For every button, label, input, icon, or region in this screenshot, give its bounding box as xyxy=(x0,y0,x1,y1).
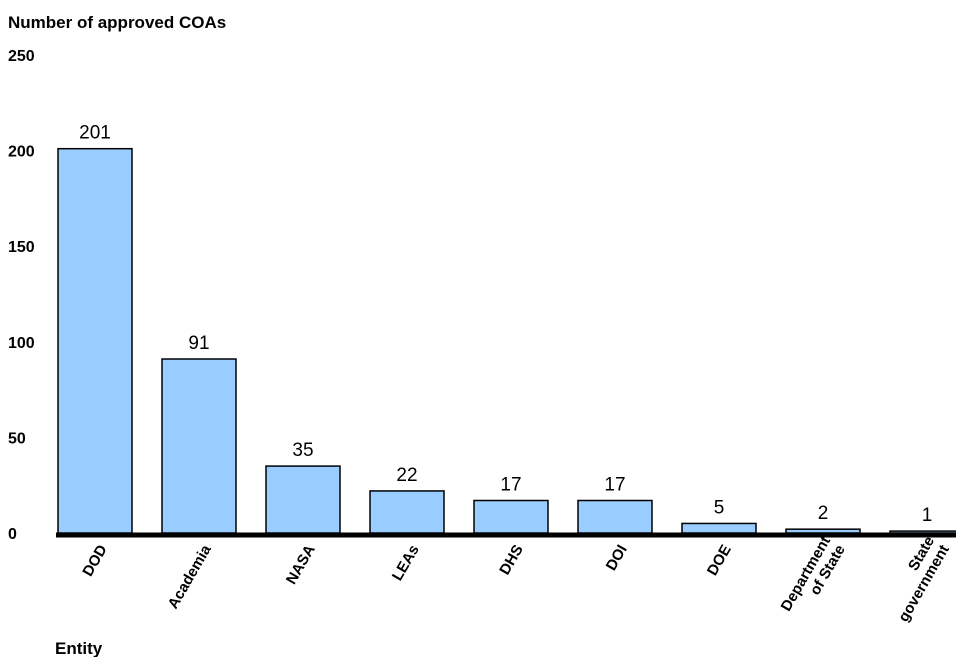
data-label: 1 xyxy=(922,505,933,526)
x-tick-label: Stategovernment xyxy=(880,534,952,625)
value-labels: 201 91 35 22 17 17 5 2 1 xyxy=(79,123,932,526)
x-tick-label: DHS xyxy=(496,542,527,578)
y-axis-title: Number of approved COAs xyxy=(8,13,226,32)
data-label: 201 xyxy=(79,123,111,144)
data-label: 35 xyxy=(292,440,313,461)
y-tick-label: 150 xyxy=(8,239,35,256)
bar-nasa xyxy=(265,465,341,534)
bar-leas xyxy=(369,490,445,534)
y-tick-label: 200 xyxy=(8,144,35,161)
y-tick-label: 50 xyxy=(8,430,26,447)
y-tick-label: 0 xyxy=(8,526,17,543)
y-tick-label: 100 xyxy=(8,335,35,352)
y-axis-ticks: 0 50 100 150 200 250 xyxy=(8,48,35,543)
data-label: 17 xyxy=(500,474,521,495)
y-tick-label: 250 xyxy=(8,48,35,65)
x-tick-label: Academia xyxy=(165,541,215,611)
bar-academia xyxy=(161,358,237,534)
x-tick-label: NASA xyxy=(283,542,319,587)
data-label: 91 xyxy=(188,333,209,354)
bar-doi xyxy=(577,499,653,534)
x-tick-label: DOD xyxy=(79,542,110,580)
bar-dhs xyxy=(473,499,549,534)
bar-doe xyxy=(681,522,757,534)
category-labels: DOD Academia NASA LEAs DHS DOI DOE Departmentof… xyxy=(79,534,952,625)
x-tick-label: Departmentof State xyxy=(778,534,849,623)
x-tick-label: DOI xyxy=(603,542,631,574)
bar-dod xyxy=(57,147,133,534)
data-label: 2 xyxy=(818,503,829,524)
bars xyxy=(57,147,956,534)
bar-department-of-state xyxy=(785,528,861,534)
x-tick-label: LEAs xyxy=(389,542,423,584)
data-label: 5 xyxy=(714,497,725,518)
data-label: 22 xyxy=(396,465,417,486)
x-tick-label: DOE xyxy=(704,542,735,579)
x-axis-title: Entity xyxy=(55,639,103,657)
data-label: 17 xyxy=(604,474,625,495)
